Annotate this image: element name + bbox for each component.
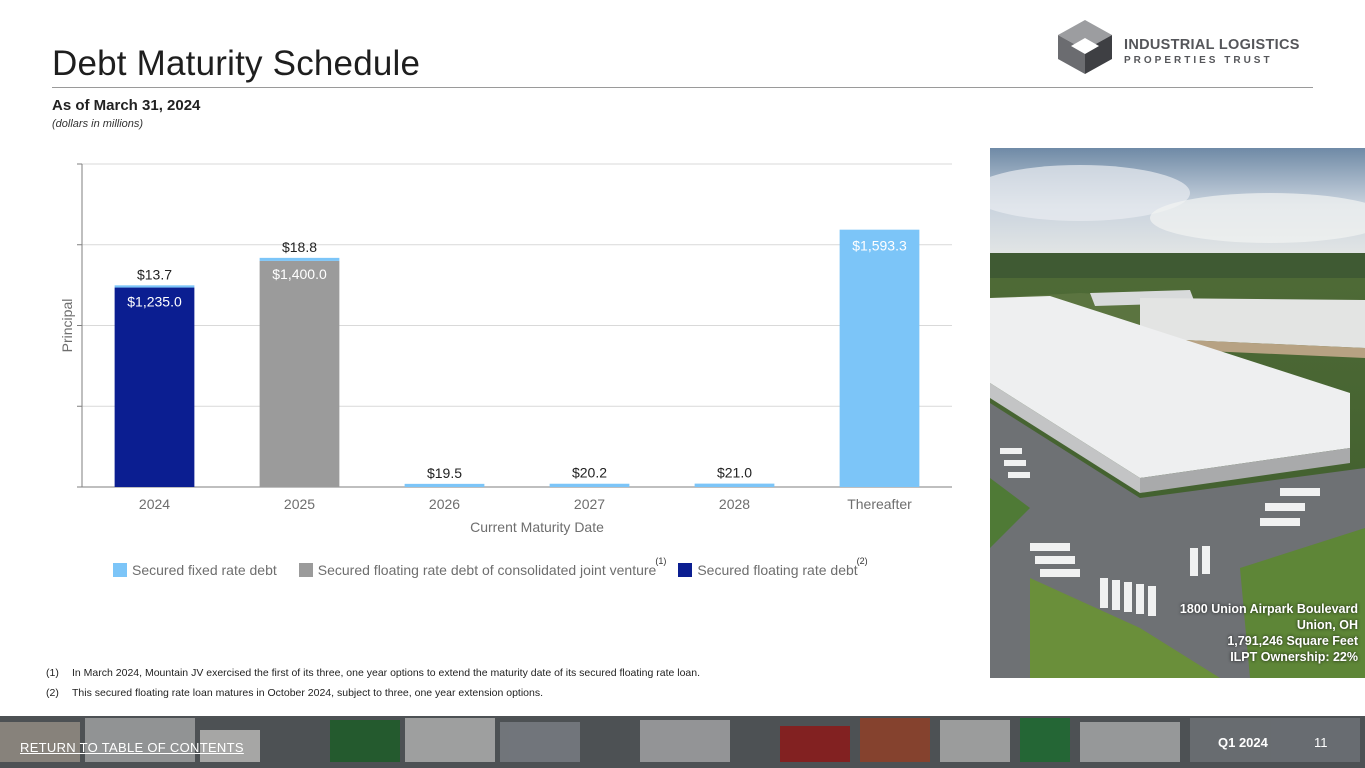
debt-maturity-chart: $1,235.0 $13.7 2024 $1,400.0 $18.8 2025 $19.5 2… (59, 163, 952, 535)
bar-2028-series-2 (694, 483, 775, 487)
bar-2026-series-2 (404, 483, 485, 487)
as-of-date: As of March 31, 2024 (52, 97, 201, 114)
property-photo: 1800 Union Airpark Boulevard Union, OH 1… (990, 148, 1365, 678)
x-tick-label-2024: 2024 (139, 496, 170, 512)
y-axis-title: Principal (59, 299, 75, 353)
legend-footnote-ref-1: (1) (655, 556, 667, 566)
warehouse-aerial-image (990, 148, 1365, 678)
bar-2024-series-0 (114, 287, 195, 487)
footer-bar: RETURN TO TABLE OF CONTENTS Q1 2024 11 (0, 716, 1365, 768)
legend-swatch-2 (678, 563, 693, 577)
caption-city: Union, OH (1296, 618, 1358, 632)
legend-swatch-1 (298, 563, 313, 577)
footnote-1: (1) In March 2024, Mountain JV exercised … (46, 667, 700, 687)
footnote-2: (2) This secured floating rate loan matur… (46, 687, 700, 707)
footnote-2-number: (2) (46, 687, 59, 699)
footnote-1-text: In March 2024, Mountain JV exercised the… (72, 667, 701, 679)
logo-text-line2: PROPERTIES TRUST (1124, 55, 1273, 66)
logo-cube-icon (1058, 20, 1112, 74)
data-label-above-2024: $13.7 (137, 266, 172, 282)
bar-thereafter-series-2 (839, 229, 920, 487)
legend-footnote-ref-2: (2) (856, 556, 868, 566)
legend-item-1: Secured floating rate debt of consolidat… (298, 562, 657, 578)
data-label-inside-2025: $1,400.0 (272, 266, 327, 282)
x-axis-title: Current Maturity Date (470, 519, 604, 535)
legend-item-2: Secured floating rate debt (678, 562, 858, 578)
quarter-label: Q1 2024 (1218, 735, 1268, 750)
company-logo: INDUSTRIAL LOGISTICS PROPERTIES TRUST (1054, 20, 1324, 74)
caption-address: 1800 Union Airpark Boulevard (1179, 602, 1358, 616)
logo-text-line1: INDUSTRIAL LOGISTICS (1124, 37, 1300, 53)
photo-caption: 1800 Union Airpark Boulevard Union, OH 1… (1180, 601, 1358, 665)
data-label-above-2026: $19.5 (427, 465, 462, 481)
bar-2025-series-1 (259, 260, 340, 487)
x-tick-label-thereafter: Thereafter (847, 496, 912, 512)
title-divider (52, 87, 1313, 88)
legend-swatch-0 (113, 563, 127, 577)
data-label-above-2027: $20.2 (572, 465, 607, 481)
x-tick-label-2027: 2027 (574, 496, 605, 512)
bar-2027-series-2 (549, 483, 630, 487)
footnote-1-number: (1) (46, 667, 59, 679)
x-tick-label-2025: 2025 (284, 496, 315, 512)
x-tick-label-2026: 2026 (429, 496, 460, 512)
legend-item-0: Secured fixed rate debt (113, 562, 277, 578)
data-label-inside-2024: $1,235.0 (127, 293, 182, 309)
return-to-contents-link[interactable]: RETURN TO TABLE OF CONTENTS (20, 740, 244, 755)
page-number: 11 (1314, 735, 1328, 750)
footer-trucks-image (0, 716, 1365, 768)
data-label-inside-thereafter: $1,593.3 (852, 238, 907, 254)
legend-label-1: Secured floating rate debt of consolidat… (317, 562, 657, 578)
x-tick-label-2028: 2028 (719, 496, 750, 512)
bar-2025-series-2 (259, 257, 340, 261)
page-title: Debt Maturity Schedule (52, 44, 421, 83)
legend-label-2: Secured floating rate debt (697, 562, 858, 578)
data-label-above-2028: $21.0 (717, 465, 752, 481)
caption-square-feet: 1,791,246 Square Feet (1227, 634, 1358, 648)
units-note: (dollars in millions) (52, 118, 144, 130)
legend-label-0: Secured fixed rate debt (132, 562, 277, 578)
caption-ownership: ILPT Ownership: 22% (1230, 650, 1358, 664)
footnotes: (1) In March 2024, Mountain JV exercised … (46, 667, 700, 707)
footnote-2-text: This secured floating rate loan matures … (72, 687, 544, 699)
bar-2024-series-2 (114, 285, 195, 288)
data-label-above-2025: $18.8 (282, 239, 317, 255)
